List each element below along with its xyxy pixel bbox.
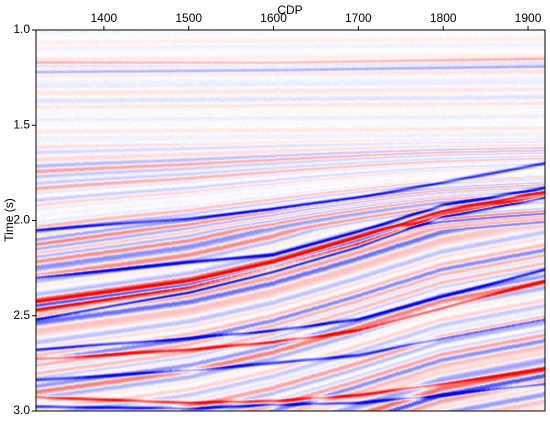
seismic-image bbox=[36, 30, 545, 411]
y-axis-title: Time (s) bbox=[2, 198, 16, 242]
seismic-amplitude-raster bbox=[36, 30, 545, 411]
y-tick-label: 3.0 bbox=[13, 403, 30, 417]
x-tick-label: 1500 bbox=[175, 11, 202, 25]
x-tick-label: 1700 bbox=[345, 11, 372, 25]
y-tick-label: 1.5 bbox=[13, 117, 30, 131]
x-tick-label: 1900 bbox=[515, 11, 542, 25]
x-axis: 1400 1500 1600 1700 1800 1900 bbox=[91, 11, 542, 30]
x-tick-label: 1400 bbox=[91, 11, 118, 25]
x-axis-title: CDP bbox=[277, 3, 302, 17]
x-tick-label: 1800 bbox=[430, 11, 457, 25]
y-tick-label: 2.5 bbox=[13, 308, 30, 322]
y-tick-label: 1.0 bbox=[13, 22, 30, 36]
y-axis: 1.0 1.5 2.0 2.5 3.0 bbox=[13, 22, 36, 417]
y-tick-label: 2.0 bbox=[13, 213, 30, 227]
x-tick-label: 1600 bbox=[260, 11, 287, 25]
